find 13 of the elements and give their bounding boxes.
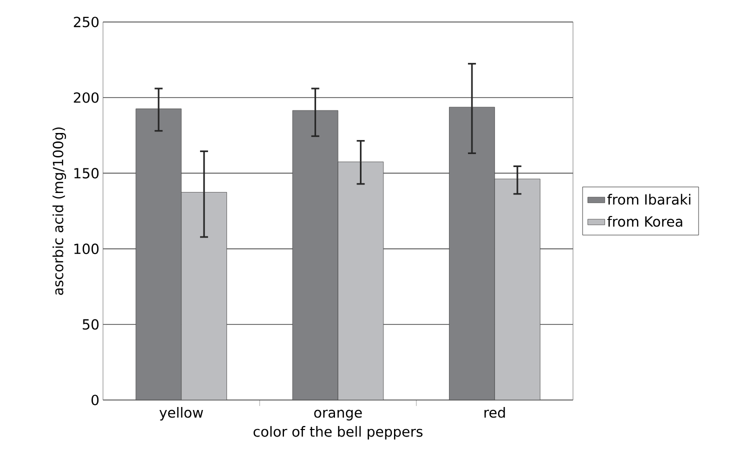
y-tick-label: 200 [74,92,99,103]
y-tick-label: 50 [82,319,99,330]
x-axis-title: color of the bell peppers [254,426,422,440]
y-tick-label: 250 [74,16,99,28]
y-tick-label: 100 [74,244,99,254]
legend-label: from Ibaraki [607,194,690,205]
y-tick-label: 150 [74,168,99,178]
x-tick-label: yellow [159,406,204,420]
y-tick-label: 0 [92,394,99,406]
x-tick-label: red [484,406,505,418]
y-axis-title: ascorbic acid (mg/100g) [52,127,66,295]
legend-label: from Korea [607,216,682,227]
x-tick-label: orange [314,410,362,420]
